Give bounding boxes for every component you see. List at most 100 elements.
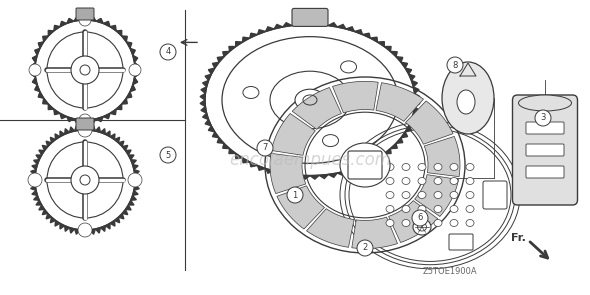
Polygon shape xyxy=(81,120,88,124)
Polygon shape xyxy=(116,30,122,36)
Polygon shape xyxy=(90,229,96,234)
Polygon shape xyxy=(135,175,140,180)
Polygon shape xyxy=(424,136,460,177)
Text: encolaempues.com: encolaempues.com xyxy=(229,151,391,169)
Circle shape xyxy=(447,57,463,73)
Polygon shape xyxy=(405,68,412,74)
Polygon shape xyxy=(74,229,80,234)
Text: 3: 3 xyxy=(540,114,546,122)
Polygon shape xyxy=(202,113,209,119)
Polygon shape xyxy=(414,87,419,94)
Polygon shape xyxy=(96,227,100,233)
Ellipse shape xyxy=(413,219,431,235)
Polygon shape xyxy=(67,117,74,122)
Polygon shape xyxy=(250,162,257,167)
Polygon shape xyxy=(355,30,362,35)
Polygon shape xyxy=(31,63,35,70)
Polygon shape xyxy=(70,127,74,132)
Polygon shape xyxy=(30,175,35,180)
Circle shape xyxy=(160,147,176,163)
Polygon shape xyxy=(65,226,70,231)
Polygon shape xyxy=(88,119,96,123)
Ellipse shape xyxy=(418,163,426,171)
Polygon shape xyxy=(32,55,37,63)
Polygon shape xyxy=(60,21,67,27)
Polygon shape xyxy=(103,21,110,27)
Polygon shape xyxy=(292,174,301,178)
Text: 8: 8 xyxy=(453,60,458,70)
Polygon shape xyxy=(50,217,55,223)
Ellipse shape xyxy=(434,178,442,184)
Ellipse shape xyxy=(402,163,410,171)
Polygon shape xyxy=(42,209,48,215)
Ellipse shape xyxy=(386,191,394,199)
Polygon shape xyxy=(200,94,205,100)
Polygon shape xyxy=(405,101,453,144)
Ellipse shape xyxy=(386,163,394,171)
Ellipse shape xyxy=(128,173,142,187)
Polygon shape xyxy=(257,165,266,170)
Polygon shape xyxy=(333,81,378,113)
Polygon shape xyxy=(201,106,206,113)
Polygon shape xyxy=(396,57,403,62)
Polygon shape xyxy=(46,141,51,147)
Polygon shape xyxy=(48,104,54,109)
Polygon shape xyxy=(46,214,51,219)
Polygon shape xyxy=(74,17,81,21)
Ellipse shape xyxy=(450,206,458,212)
Polygon shape xyxy=(74,119,81,123)
Polygon shape xyxy=(32,190,37,196)
Polygon shape xyxy=(266,168,274,173)
Polygon shape xyxy=(55,220,60,226)
Polygon shape xyxy=(319,22,328,26)
Polygon shape xyxy=(409,74,415,81)
Polygon shape xyxy=(96,18,103,24)
Ellipse shape xyxy=(434,163,442,171)
Polygon shape xyxy=(205,119,211,126)
FancyBboxPatch shape xyxy=(526,166,564,178)
Polygon shape xyxy=(126,150,131,155)
Polygon shape xyxy=(391,143,397,149)
Polygon shape xyxy=(307,209,354,247)
Ellipse shape xyxy=(450,163,458,171)
Polygon shape xyxy=(32,165,37,170)
Polygon shape xyxy=(110,109,116,115)
Polygon shape xyxy=(217,57,224,62)
Polygon shape xyxy=(274,24,283,29)
Ellipse shape xyxy=(434,219,442,227)
Polygon shape xyxy=(34,160,40,165)
Polygon shape xyxy=(384,149,391,153)
Polygon shape xyxy=(34,196,40,200)
Ellipse shape xyxy=(466,191,474,199)
Polygon shape xyxy=(401,62,408,68)
Polygon shape xyxy=(133,55,137,63)
Polygon shape xyxy=(415,94,420,100)
Polygon shape xyxy=(384,47,391,51)
Polygon shape xyxy=(114,217,120,223)
Polygon shape xyxy=(110,220,115,226)
Polygon shape xyxy=(346,168,355,173)
Polygon shape xyxy=(106,131,110,137)
Polygon shape xyxy=(235,153,242,158)
Polygon shape xyxy=(130,85,135,92)
Polygon shape xyxy=(122,145,128,151)
Polygon shape xyxy=(391,51,397,57)
Polygon shape xyxy=(396,138,403,143)
Polygon shape xyxy=(205,74,211,81)
FancyBboxPatch shape xyxy=(348,151,382,179)
Ellipse shape xyxy=(402,191,410,199)
Ellipse shape xyxy=(340,61,356,73)
Polygon shape xyxy=(202,81,209,87)
Polygon shape xyxy=(208,68,215,74)
Polygon shape xyxy=(39,205,45,210)
Polygon shape xyxy=(217,138,224,143)
Polygon shape xyxy=(85,125,90,130)
Ellipse shape xyxy=(418,178,426,184)
Polygon shape xyxy=(411,81,417,87)
Ellipse shape xyxy=(402,206,410,212)
Polygon shape xyxy=(134,185,139,190)
Polygon shape xyxy=(36,155,42,160)
Polygon shape xyxy=(31,185,36,190)
Polygon shape xyxy=(229,47,236,51)
Polygon shape xyxy=(411,113,417,119)
